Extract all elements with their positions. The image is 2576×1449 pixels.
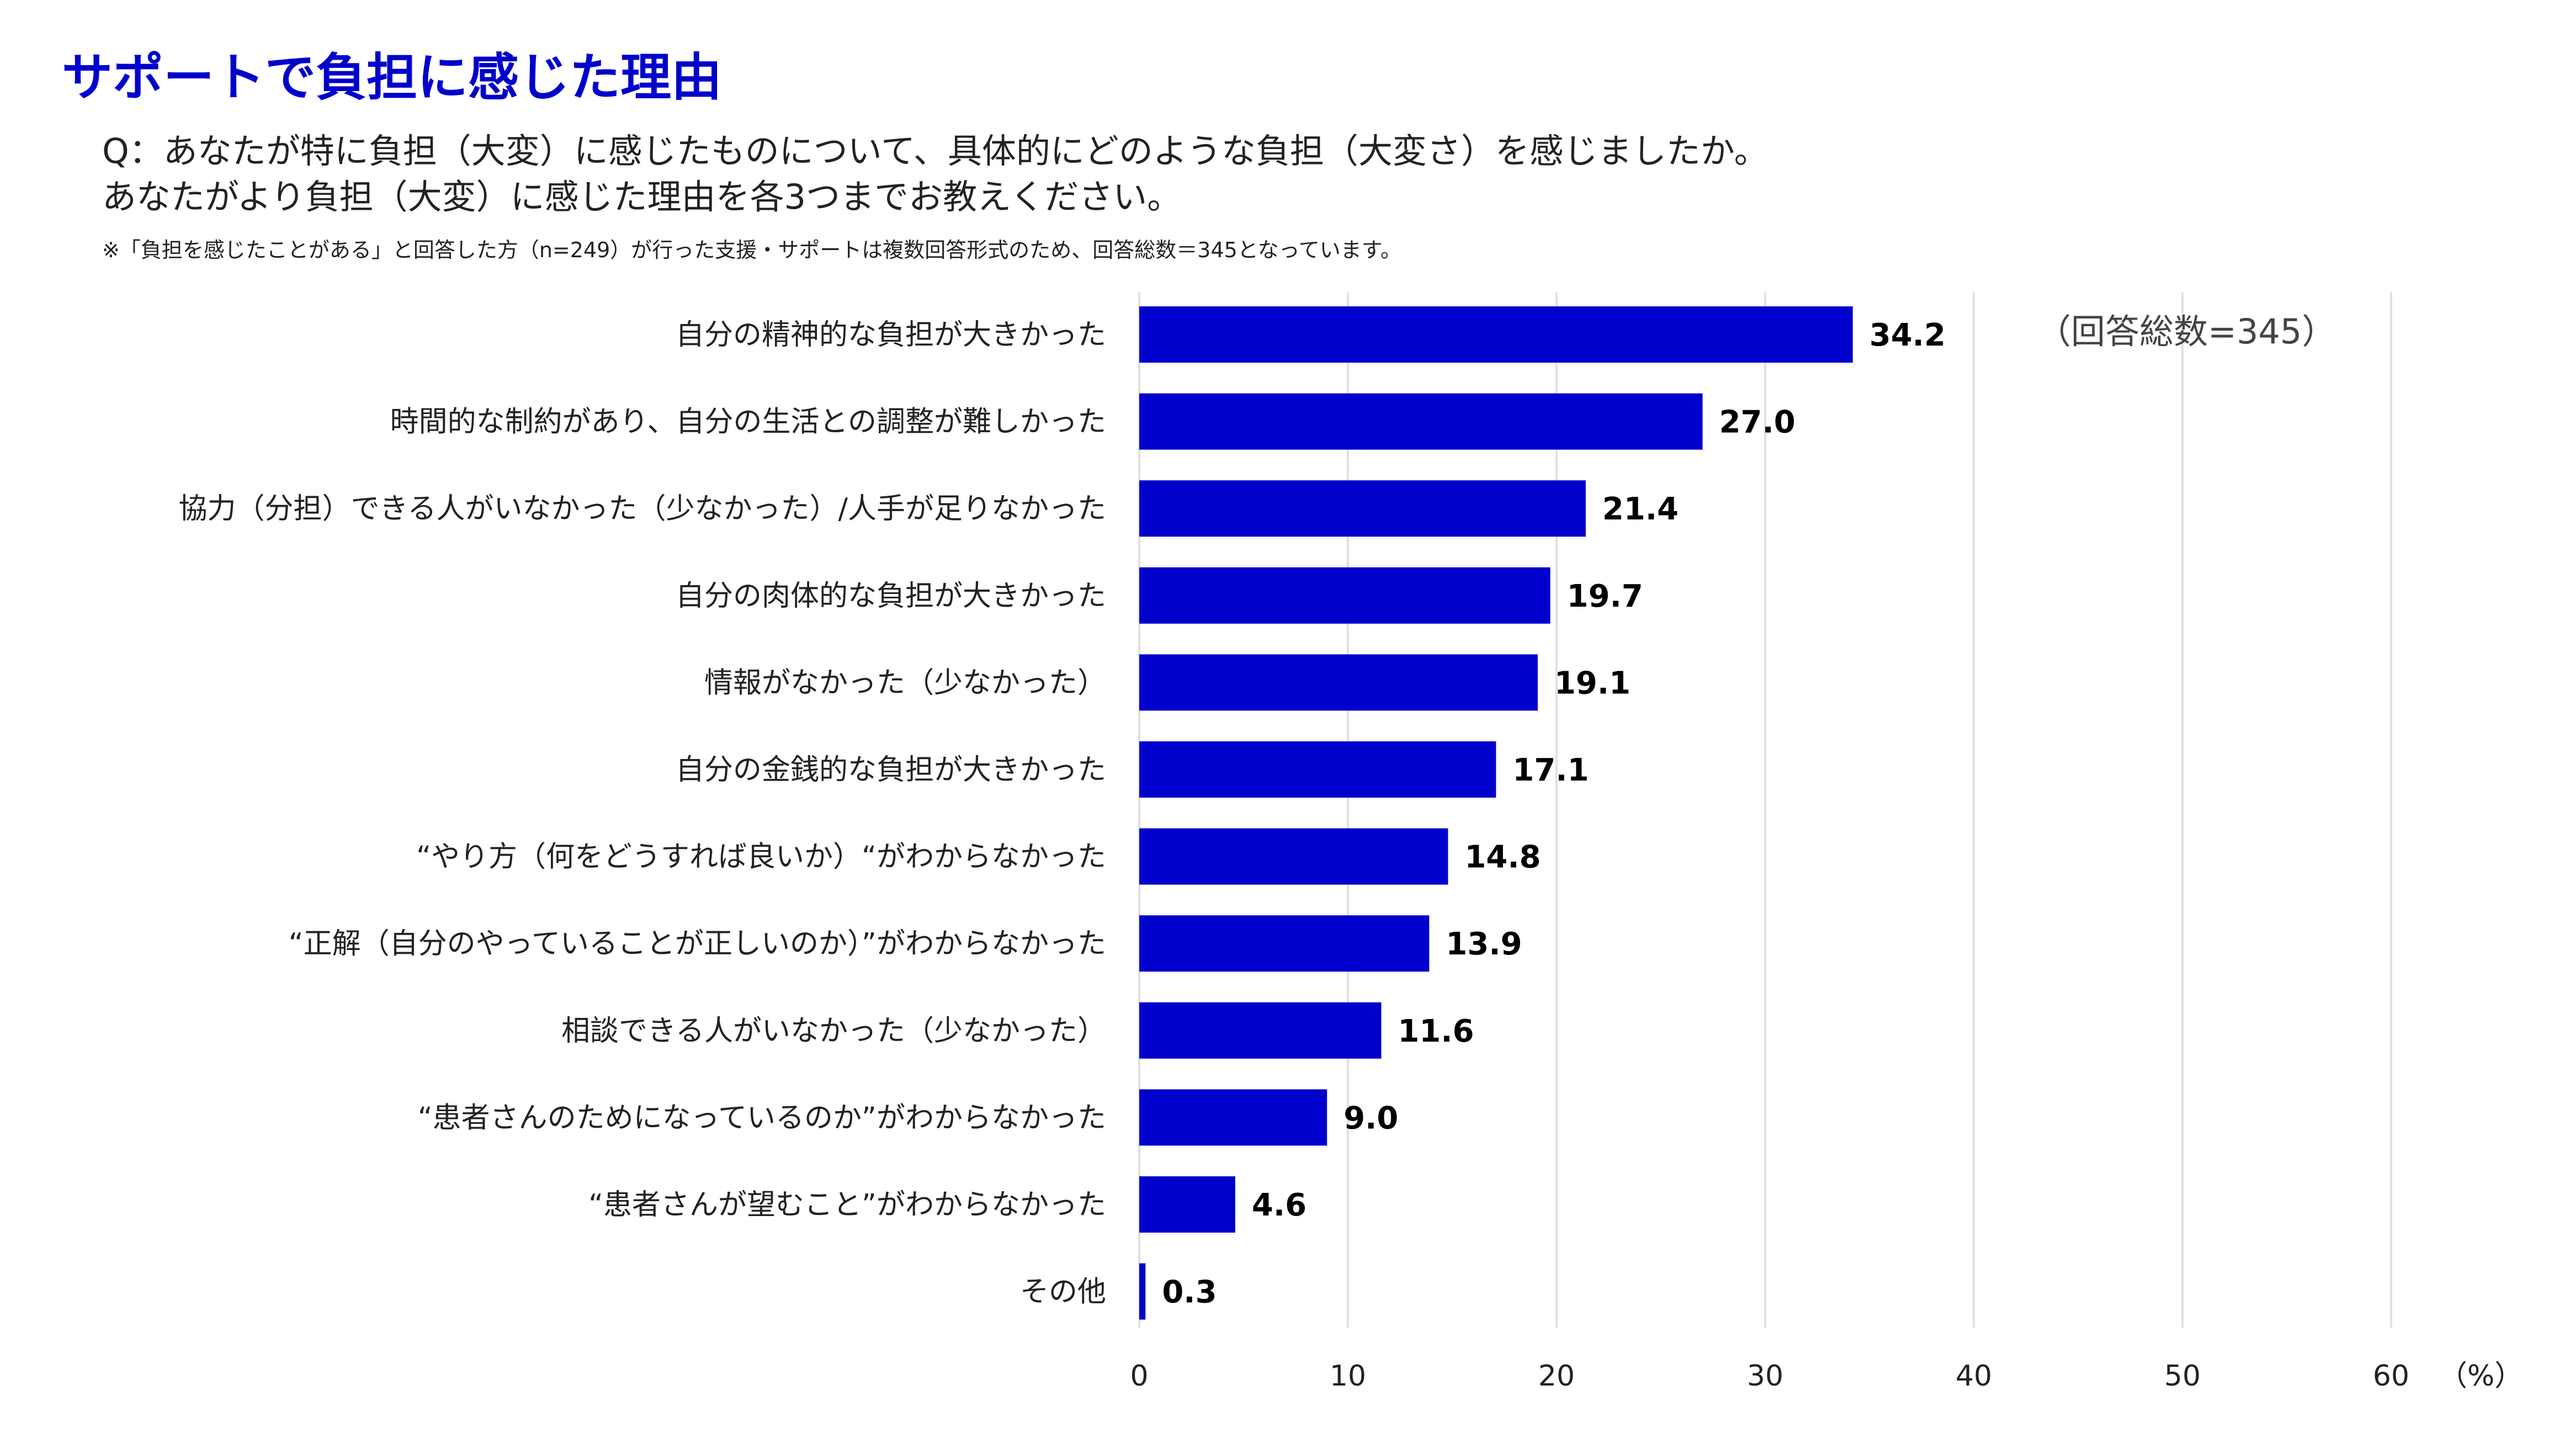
value-labels: 34.2 27.0 21.4 19.7 19.1 17.1 14.8 13.9 11.6 9.0 4…	[1162, 317, 1946, 1310]
x-tick-label: 10	[1330, 1360, 1366, 1393]
value-label: 27.0	[1719, 405, 1796, 440]
category-label: 情報がなかった（少なかった）	[704, 666, 1106, 699]
bar	[1139, 1263, 1146, 1320]
x-unit-label: （%）	[2439, 1360, 2523, 1393]
total-responses-annotation: （回答総数=345）	[2037, 311, 2336, 352]
gridlines	[1138, 293, 2392, 1328]
value-label: 4.6	[1252, 1187, 1306, 1223]
bar	[1139, 1089, 1327, 1146]
bar	[1139, 654, 1538, 711]
bar	[1139, 567, 1550, 624]
category-labels: 自分の精神的な負担が大きかった時間的な制約があり、自分の生活との調整が難しかった…	[179, 319, 1106, 1309]
x-tick-label: 40	[1956, 1360, 1992, 1393]
category-label: 自分の肉体的な負担が大きかった	[676, 580, 1106, 613]
bar	[1139, 915, 1430, 972]
bar	[1139, 1002, 1382, 1059]
x-tick-label: 60	[2373, 1360, 2409, 1393]
bar	[1139, 393, 1703, 450]
value-label: 0.3	[1162, 1275, 1217, 1310]
x-tick-label: 0	[1130, 1360, 1148, 1393]
value-label: 34.2	[1869, 317, 1946, 353]
value-label: 17.1	[1512, 752, 1589, 788]
x-tick-label: 30	[1747, 1360, 1783, 1393]
category-label: “患者さんのためになっているのか”がわからなかった	[418, 1101, 1106, 1134]
bar	[1139, 1176, 1235, 1233]
category-label: “正解（自分のやっていることが正しいのか）”がわからなかった	[289, 927, 1106, 960]
category-label: “患者さんが望むこと”がわからなかった	[588, 1188, 1106, 1222]
question-line-1: Q：あなたが特に負担（大変）に感じたものについて、具体的にどのような負担（大変さ…	[102, 131, 1768, 171]
bars	[1139, 306, 1853, 1320]
question-line-2: あなたがより負担（大変）に感じた理由を各3つまでお教えください。	[102, 177, 1181, 217]
category-label: 相談できる人がいなかった（少なかった）	[561, 1015, 1106, 1048]
value-label: 19.7	[1567, 578, 1643, 614]
x-tick-label: 20	[1538, 1360, 1575, 1393]
category-label: その他	[1020, 1276, 1106, 1309]
value-label: 19.1	[1554, 665, 1630, 701]
x-tick-label: 50	[2164, 1360, 2201, 1393]
category-label: “やり方（何をどうすれば良いか）“がわからなかった	[416, 841, 1106, 874]
note: ※「負担を感じたことがある」と回答した方（n=249）が行った支援・サポートは複…	[102, 238, 1401, 262]
category-label: 自分の精神的な負担が大きかった	[676, 319, 1106, 352]
bar	[1139, 741, 1496, 798]
bar	[1139, 306, 1853, 363]
chart-title: サポートで負担に感じた理由	[62, 48, 722, 107]
bar	[1139, 828, 1448, 885]
value-label: 11.6	[1398, 1013, 1474, 1049]
value-label: 13.9	[1446, 926, 1522, 962]
category-label: 自分の金銭的な負担が大きかった	[676, 753, 1106, 787]
value-label: 21.4	[1602, 491, 1679, 527]
category-label: 協力（分担）できる人がいなかった（少なかった）/人手が足りなかった	[179, 492, 1106, 526]
value-label: 14.8	[1464, 840, 1541, 875]
value-label: 9.0	[1343, 1100, 1398, 1136]
category-label: 時間的な制約があり、自分の生活との調整が難しかった	[390, 406, 1106, 439]
bar	[1139, 480, 1586, 537]
x-tick-labels: 0 10 20 30 40 50 60	[1130, 1360, 2409, 1393]
